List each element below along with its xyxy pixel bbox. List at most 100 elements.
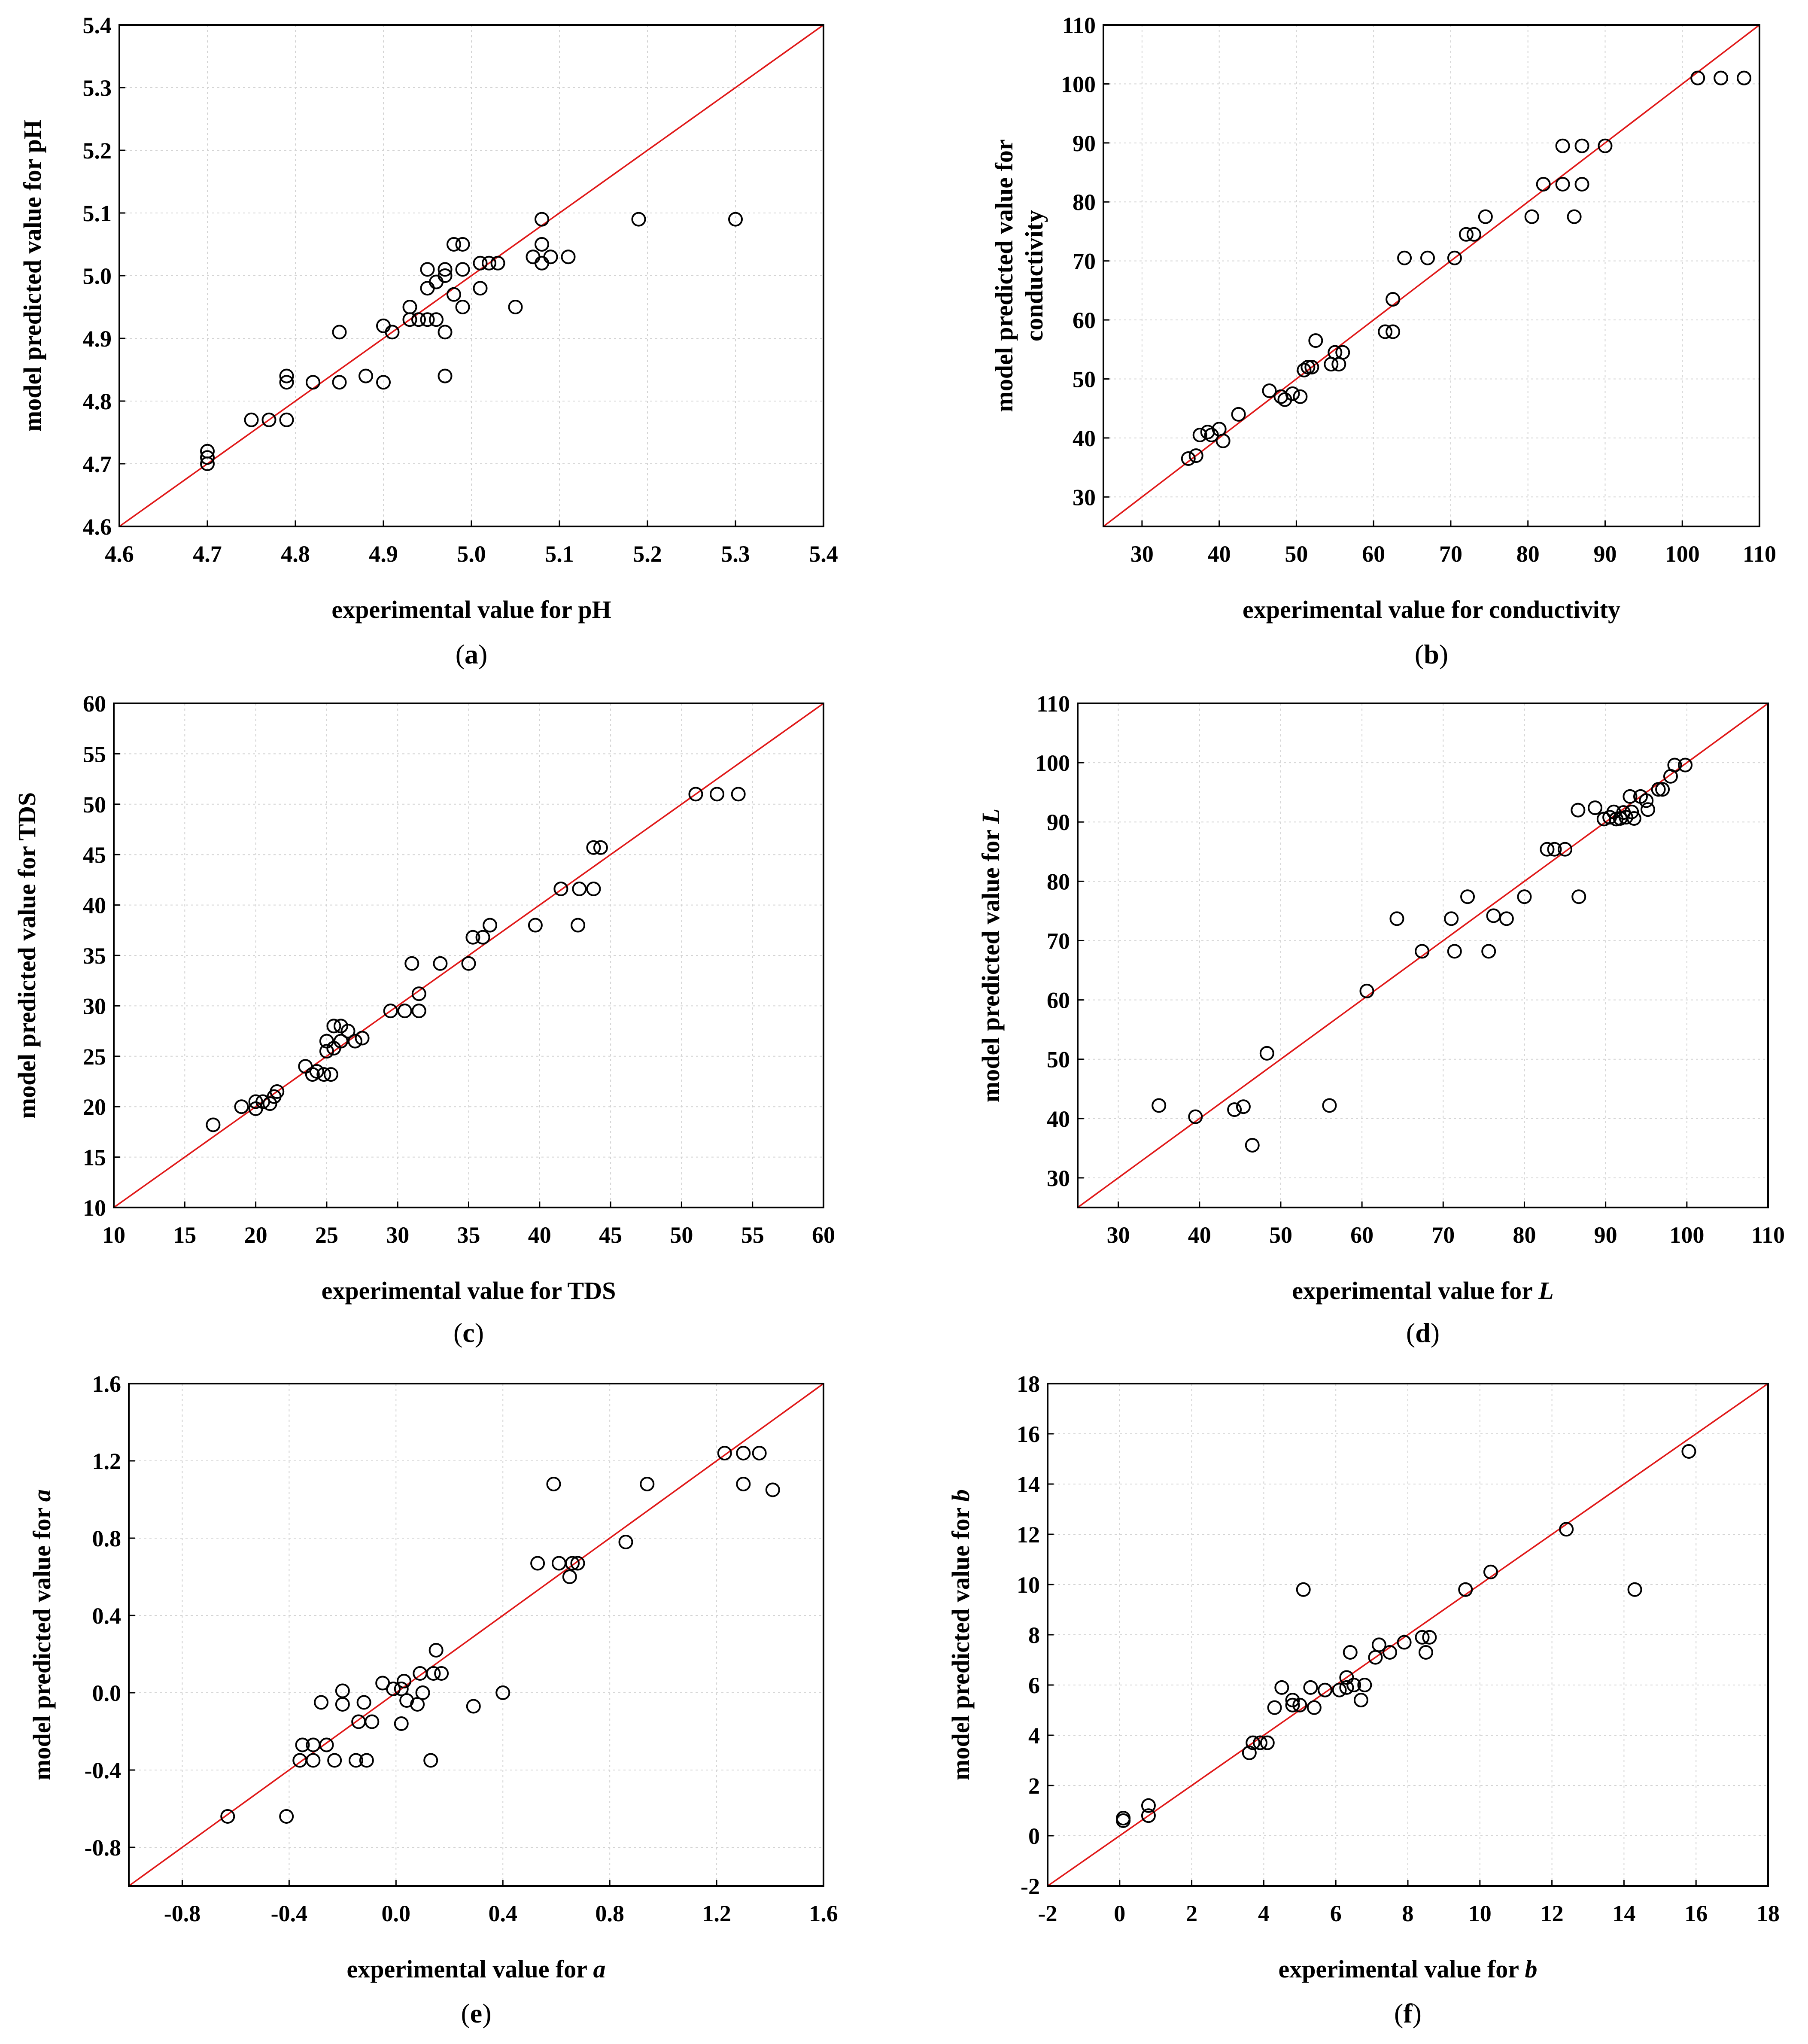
- y-tick-label: 5.3: [83, 75, 112, 101]
- y-axis-label: model predicted value for TDS: [13, 792, 41, 1119]
- data-point: [1346, 1678, 1361, 1692]
- data-point: [1181, 451, 1196, 466]
- x-tick-label: 45: [599, 1222, 622, 1248]
- identity-line: [1103, 24, 1760, 527]
- y-tick-label: 70: [1073, 249, 1096, 274]
- x-tick-label: 90: [1594, 1222, 1617, 1248]
- x-axis-label: experimental value for TDS: [322, 1277, 616, 1305]
- data-point: [1371, 1637, 1386, 1652]
- x-tick-label: 100: [1669, 1222, 1704, 1248]
- panel-caption: (a): [456, 639, 488, 669]
- y-tick-label: 60: [83, 691, 106, 717]
- y-tick-label: 10: [83, 1195, 106, 1221]
- data-point: [561, 249, 576, 265]
- y-tick-label: 1.2: [92, 1448, 122, 1474]
- y-tick-label: 40: [1073, 426, 1096, 451]
- data-point: [1574, 138, 1589, 153]
- data-point: [1415, 1630, 1430, 1645]
- y-tick-label: 18: [1017, 1371, 1040, 1397]
- y-tick-label: 0.8: [92, 1526, 122, 1551]
- data-point: [279, 375, 294, 390]
- y-tick-label: -2: [1021, 1874, 1040, 1899]
- x-tick-label: 0.0: [382, 1901, 411, 1926]
- data-point: [1332, 1682, 1347, 1697]
- data-point: [1285, 386, 1300, 401]
- x-tick-label: 1.2: [702, 1901, 731, 1926]
- y-tick-label: 5.0: [83, 263, 112, 289]
- data-point: [1558, 842, 1573, 857]
- data-point: [526, 249, 541, 265]
- data-point: [438, 368, 453, 383]
- plot-frame: [128, 1383, 824, 1887]
- data-point: [483, 918, 498, 933]
- data-point: [333, 1034, 348, 1049]
- y-tick-label: 5.4: [83, 12, 112, 38]
- x-tick-label: 16: [1684, 1901, 1708, 1926]
- x-tick-label: 5.4: [809, 541, 838, 567]
- y-tick-label: 0.0: [92, 1680, 122, 1706]
- chart-panel-e: -0.8 -0.4 0.0 0.4 0.8 1.2 1.6 -0.8 -0.4 0.0 0.4 0.8…: [28, 1371, 838, 2029]
- data-point: [618, 1535, 633, 1549]
- y-tick-label: 10: [1017, 1572, 1040, 1598]
- data-point: [1460, 889, 1475, 904]
- data-point: [1623, 789, 1638, 804]
- data-point: [1459, 227, 1474, 242]
- y-axis-label: model predicted value for pH: [18, 120, 46, 432]
- data-point: [1116, 1811, 1131, 1826]
- data-point: [1245, 1138, 1260, 1153]
- x-tick-label: 50: [1269, 1222, 1292, 1248]
- y-tick-label: 5.1: [83, 201, 112, 226]
- data-point: [319, 1737, 334, 1752]
- data-point: [1690, 70, 1705, 85]
- data-point: [1641, 802, 1656, 817]
- data-point: [1536, 177, 1551, 192]
- data-point: [475, 930, 490, 945]
- data-point: [411, 1004, 426, 1019]
- data-point: [434, 1666, 449, 1681]
- data-point: [426, 1666, 441, 1681]
- y-axis-label: model predicted value for a: [28, 1489, 56, 1780]
- data-point: [553, 882, 568, 897]
- data-point: [1627, 1582, 1642, 1597]
- data-point: [1297, 362, 1312, 377]
- data-point: [415, 1685, 430, 1700]
- data-point: [332, 375, 347, 390]
- data-point: [262, 1096, 277, 1111]
- plot-frame: [113, 703, 824, 1208]
- data-point: [731, 787, 746, 802]
- data-point: [528, 918, 543, 933]
- data-point: [359, 368, 373, 383]
- data-point: [1152, 1098, 1167, 1113]
- data-point: [394, 1716, 409, 1731]
- data-point: [1322, 1098, 1337, 1113]
- x-tick-label: 0: [1114, 1901, 1125, 1926]
- x-tick-label: 5.2: [633, 541, 662, 567]
- data-point: [447, 287, 461, 302]
- x-tick-label: 30: [386, 1222, 409, 1248]
- y-axis-label-line: model predicted value for: [990, 139, 1018, 412]
- data-point: [1378, 324, 1393, 339]
- data-point: [565, 1556, 580, 1571]
- data-point: [736, 1446, 751, 1460]
- data-point: [1357, 1678, 1372, 1692]
- data-point: [348, 1034, 363, 1049]
- data-point: [482, 255, 496, 271]
- x-tick-label: 110: [1743, 541, 1776, 567]
- data-point: [279, 412, 294, 427]
- data-point: [1574, 177, 1589, 192]
- data-point: [1458, 1582, 1473, 1597]
- y-tick-label: 70: [1047, 928, 1070, 954]
- y-tick-label: 0.4: [92, 1603, 122, 1629]
- data-point: [1386, 292, 1401, 307]
- data-point: [279, 368, 294, 383]
- data-point: [1188, 1109, 1203, 1124]
- y-tick-label: 30: [1073, 484, 1096, 510]
- x-tick-label: 1.6: [809, 1901, 838, 1926]
- data-point: [1397, 250, 1412, 265]
- data-point: [429, 274, 444, 289]
- chart-panel-b: 30 40 50 60 70 80 90 100 110 30 40 50 60 70 80 90 100 110…: [990, 12, 1776, 669]
- data-point: [466, 1699, 481, 1714]
- data-point: [1285, 1693, 1300, 1708]
- data-point: [1215, 433, 1231, 448]
- y-tick-label: 80: [1073, 189, 1096, 215]
